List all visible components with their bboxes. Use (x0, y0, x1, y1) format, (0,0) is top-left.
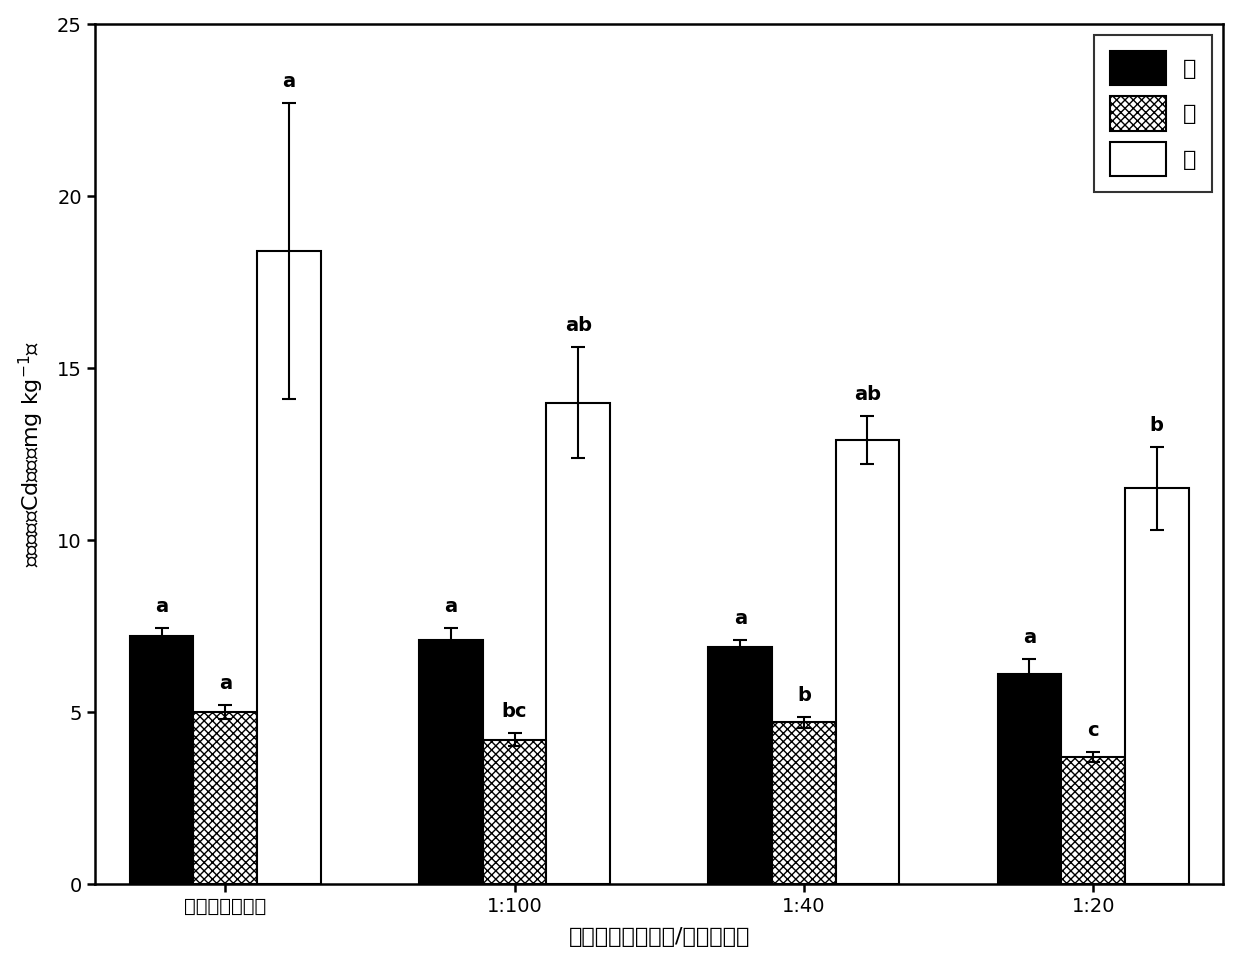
Bar (130, 636, 193, 884)
Bar (773, 722, 836, 884)
Bar (193, 712, 257, 884)
Text: b: b (1149, 416, 1163, 435)
Bar (708, 647, 773, 884)
Bar (547, 403, 610, 884)
Text: bc: bc (502, 702, 527, 721)
Bar (257, 252, 321, 884)
Text: a: a (1023, 628, 1037, 647)
Text: ab: ab (854, 386, 880, 404)
Text: b: b (797, 686, 811, 706)
Bar (482, 739, 547, 884)
Text: ab: ab (564, 316, 591, 335)
X-axis label: 生物炭施用量（炭/土重量比）: 生物炭施用量（炭/土重量比） (568, 927, 750, 948)
Text: a: a (218, 674, 232, 693)
Text: a: a (155, 597, 169, 616)
Text: c: c (1087, 720, 1099, 739)
Bar (998, 674, 1061, 884)
Y-axis label: 烤烟各器官Cd含量（mg kg$^{-1}$）: 烤烟各器官Cd含量（mg kg$^{-1}$） (16, 341, 46, 567)
Text: a: a (283, 72, 295, 92)
Text: a: a (734, 609, 746, 628)
Bar (836, 441, 899, 884)
Text: a: a (444, 597, 458, 616)
Legend: 根, 茎, 叶: 根, 茎, 叶 (1095, 36, 1213, 192)
Bar (419, 640, 482, 884)
Bar (1125, 489, 1189, 884)
Bar (1061, 757, 1125, 884)
